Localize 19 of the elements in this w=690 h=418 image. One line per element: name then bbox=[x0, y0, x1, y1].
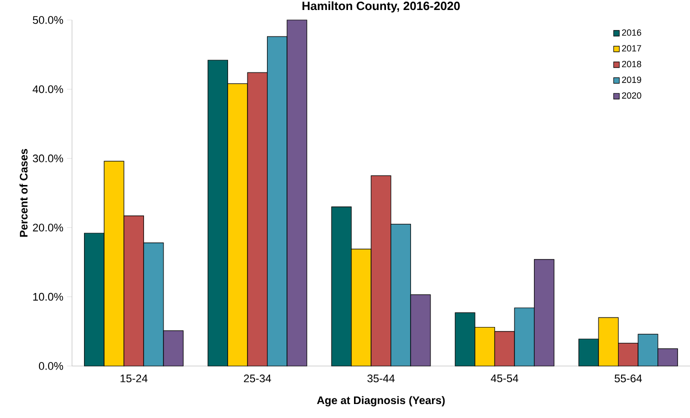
y-tick-label: 30.0% bbox=[32, 154, 64, 162]
x-tick-label: 45-54 bbox=[490, 374, 518, 382]
legend-label: 2019 bbox=[622, 76, 642, 83]
legend-label: 2017 bbox=[622, 45, 642, 52]
x-tick-label: 25-34 bbox=[244, 374, 272, 382]
y-axis-title: Percent of Cases bbox=[20, 149, 28, 237]
x-tick-label: 15-24 bbox=[120, 374, 148, 382]
legend-label: 2018 bbox=[622, 60, 642, 68]
y-tick-label: 0.0% bbox=[38, 362, 64, 370]
legend-label: 2020 bbox=[622, 92, 642, 99]
y-tick-label: 50.0% bbox=[32, 16, 64, 24]
x-tick-label: 35-44 bbox=[367, 374, 395, 382]
chart-title: Hamilton County, 2016-2020 bbox=[302, 1, 460, 13]
x-axis-title: Age at Diagnosis (Years) bbox=[317, 396, 445, 406]
y-tick-label: 40.0% bbox=[32, 85, 64, 94]
legend-label: 2016 bbox=[622, 29, 642, 36]
y-tick-label: 10.0% bbox=[33, 292, 64, 301]
y-tick-label: 20.0% bbox=[32, 224, 64, 232]
x-tick-label: 55-64 bbox=[614, 374, 642, 382]
